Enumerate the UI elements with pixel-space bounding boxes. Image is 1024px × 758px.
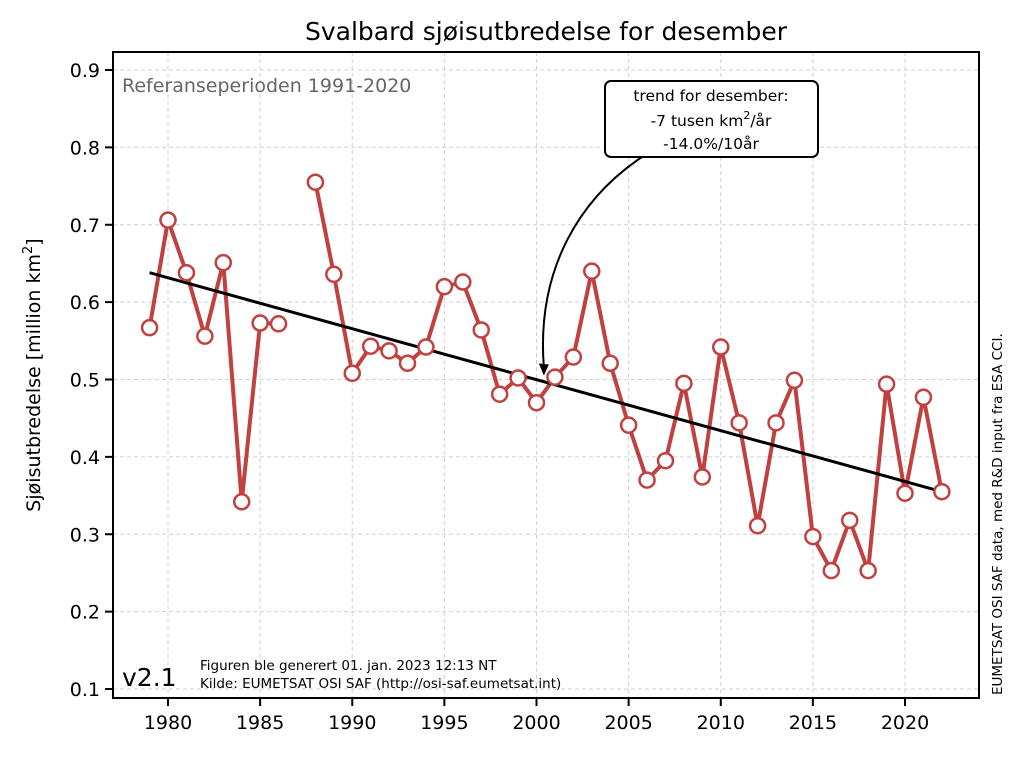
trend-annotation-line2: -7 tusen km2/år xyxy=(651,109,772,130)
data-point xyxy=(748,516,767,535)
y-axis-label: Sjøisutbredelse [million km2] xyxy=(21,238,45,511)
x-tick-label: 1980 xyxy=(144,712,192,734)
data-point xyxy=(693,468,712,486)
trend-line xyxy=(149,271,943,494)
data-point xyxy=(435,277,454,296)
series-group xyxy=(147,181,944,573)
data-point xyxy=(251,314,269,332)
data-source-side-note: EUMETSAT OSI SAF data, med R&D input fra… xyxy=(990,333,1006,695)
data-point xyxy=(140,318,159,337)
data-point xyxy=(840,511,859,530)
data-point xyxy=(564,348,583,366)
trend-arrow xyxy=(542,156,643,368)
data-point xyxy=(325,265,343,284)
data-point xyxy=(454,273,472,291)
y-axis-label-sup: 2 xyxy=(21,246,36,254)
trend-line2-sup: 2 xyxy=(743,109,750,122)
y-axis-label-main: Sjøisutbredelse [million km xyxy=(23,254,45,512)
data-point xyxy=(804,527,822,546)
data-point xyxy=(601,354,619,373)
data-point xyxy=(361,337,380,355)
trend-annotation-line1: trend for desember: xyxy=(633,87,788,105)
trend-annotation-line3: -14.0%/10år xyxy=(663,135,759,153)
data-point xyxy=(785,371,804,390)
data-point xyxy=(730,414,748,432)
data-point xyxy=(380,342,398,360)
plot-frame xyxy=(112,51,980,699)
trend-line2-end: /år xyxy=(750,112,772,130)
data-point xyxy=(933,482,951,501)
data-point xyxy=(214,253,233,272)
trend-annotation: trend for desember: -7 tusen km2/år -14.… xyxy=(604,80,819,158)
source-credit: Kilde: EUMETSAT OSI SAF (http://osi-saf.… xyxy=(200,676,561,692)
x-axis: 1980 1985 1990 1995 2000 2005 2010 2015 2020 xyxy=(144,698,929,734)
data-point xyxy=(417,338,435,356)
x-tick-label: 2005 xyxy=(604,712,652,734)
data-point xyxy=(177,263,196,282)
markers-group xyxy=(140,173,951,580)
data-point xyxy=(527,393,546,412)
x-tick-label: 2000 xyxy=(512,712,560,734)
data-point xyxy=(398,354,417,373)
data-point xyxy=(675,374,693,393)
series-line xyxy=(147,218,279,504)
data-point xyxy=(196,327,214,345)
y-tick-label: 0.7 xyxy=(70,215,100,237)
data-point xyxy=(859,561,877,580)
trend-group xyxy=(149,271,943,494)
generated-timestamp: Figuren ble generert 01. jan. 2023 12:13… xyxy=(200,658,497,674)
x-tick-label: 1990 xyxy=(328,712,376,734)
data-point xyxy=(638,471,656,489)
y-tick-label: 0.6 xyxy=(70,292,100,314)
data-point xyxy=(896,484,914,502)
y-axis: 0.1 0.2 0.3 0.4 0.5 0.6 0.7 0.8 0.9 xyxy=(70,60,113,701)
data-point xyxy=(490,385,509,403)
version-label: v2.1 xyxy=(122,663,177,692)
trend-arrowhead xyxy=(538,363,549,376)
x-tick-label: 1995 xyxy=(420,712,468,734)
y-tick-label: 0.3 xyxy=(70,524,100,546)
y-tick-label: 0.8 xyxy=(70,137,100,159)
x-tick-label: 1985 xyxy=(236,712,284,734)
trend-annotation-box xyxy=(604,80,819,158)
data-point xyxy=(159,211,177,229)
grid xyxy=(113,52,979,698)
y-tick-label: 0.5 xyxy=(70,370,100,392)
data-point xyxy=(509,369,527,387)
data-point xyxy=(822,561,841,580)
y-tick-label: 0.1 xyxy=(70,679,100,701)
y-tick-label: 0.9 xyxy=(70,60,100,82)
data-point xyxy=(472,321,490,339)
y-tick-label: 0.2 xyxy=(70,602,100,624)
data-point xyxy=(583,262,601,280)
data-point xyxy=(269,315,288,333)
x-tick-label: 2015 xyxy=(789,712,837,734)
data-point xyxy=(877,375,896,393)
data-point xyxy=(914,388,933,407)
x-tick-label: 2010 xyxy=(697,712,745,734)
data-point xyxy=(712,338,730,356)
data-point xyxy=(656,451,675,470)
data-point xyxy=(619,416,638,434)
y-axis-label-end: ] xyxy=(23,238,45,245)
data-point xyxy=(767,414,785,432)
reference-period-label: Referanseperioden 1991-2020 xyxy=(122,75,411,97)
chart-title: Svalbard sjøisutbredelse for desember xyxy=(305,17,788,46)
data-point xyxy=(232,493,251,511)
data-point xyxy=(343,364,361,383)
data-point xyxy=(306,173,325,191)
data-point xyxy=(546,368,564,386)
x-tick-label: 2020 xyxy=(881,712,929,734)
y-tick-label: 0.4 xyxy=(70,447,100,469)
trend-line2-main: -7 tusen km xyxy=(651,112,744,130)
